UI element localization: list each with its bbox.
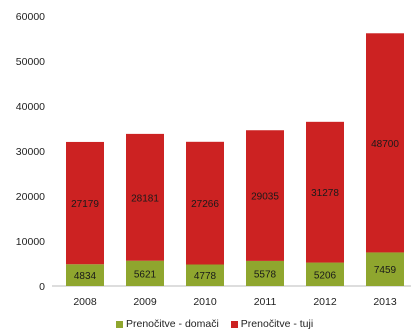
bar-segment-domaci-2009 xyxy=(126,260,164,286)
y-tick-label: 20000 xyxy=(16,191,45,203)
y-tick-label: 40000 xyxy=(16,101,45,113)
data-label-domaci-2011: 5578 xyxy=(254,269,277,280)
legend-item-tuji: Prenočitve - tuji xyxy=(230,318,314,330)
bar-segment-tuji-2010 xyxy=(186,141,224,265)
y-tick-label: 30000 xyxy=(16,146,45,158)
x-axis: 2008 2009 2010 2011 2012 2013 xyxy=(73,296,397,308)
bar-segment-domaci-2008 xyxy=(66,264,104,286)
legend-label-tuji: Prenočitve - tuji xyxy=(240,318,314,330)
bar-segment-tuji-2012 xyxy=(306,121,344,263)
x-tick-label: 2012 xyxy=(313,296,337,308)
bar-segment-tuji-2011 xyxy=(246,130,284,261)
y-tick-label: 60000 xyxy=(16,11,45,23)
data-label-tuji-2013: 48700 xyxy=(371,139,399,150)
legend-label-domaci: Prenočitve - domači xyxy=(126,318,219,330)
x-tick-label: 2008 xyxy=(73,296,97,308)
data-label-tuji-2010: 27266 xyxy=(191,199,219,210)
x-tick-label: 2013 xyxy=(373,296,397,308)
data-label-tuji-2011: 29035 xyxy=(251,192,279,203)
data-label-tuji-2009: 28181 xyxy=(131,193,159,204)
y-tick-label: 50000 xyxy=(16,56,45,68)
data-label-tuji-2012: 31278 xyxy=(311,188,339,199)
bar-segment-tuji-2013 xyxy=(366,33,404,253)
data-label-domaci-2008: 4834 xyxy=(74,271,97,282)
data-label-domaci-2012: 5206 xyxy=(314,270,337,281)
y-tick-label: 0 xyxy=(39,281,45,293)
bar-segment-tuji-2009 xyxy=(126,133,164,261)
bar-segment-domaci-2011 xyxy=(246,260,284,286)
data-label-domaci-2009: 5621 xyxy=(134,269,157,280)
x-tick-label: 2009 xyxy=(133,296,157,308)
legend: Prenočitve - domači Prenočitve - tuji xyxy=(116,318,313,330)
bar-segment-tuji-2008 xyxy=(66,141,104,265)
y-tick-label: 10000 xyxy=(16,236,45,248)
y-axis: 0 10000 20000 30000 40000 50000 60000 xyxy=(16,11,45,293)
bar-segment-domaci-2013 xyxy=(366,252,404,286)
data-label-tuji-2008: 27179 xyxy=(71,199,99,210)
bars: 4834 27179 5621 28181 4778 27266 5578 29035 5206… xyxy=(66,33,404,286)
bar-segment-domaci-2012 xyxy=(306,262,344,286)
legend-swatch-tuji xyxy=(230,320,238,328)
x-tick-label: 2011 xyxy=(254,296,277,308)
legend-swatch-domaci xyxy=(116,320,123,328)
legend-item-domaci: Prenočitve - domači xyxy=(116,318,219,330)
data-label-domaci-2013: 7459 xyxy=(374,265,397,276)
data-label-domaci-2010: 4778 xyxy=(194,271,217,282)
bar-segment-domaci-2010 xyxy=(186,264,224,286)
x-tick-label: 2010 xyxy=(193,296,217,308)
